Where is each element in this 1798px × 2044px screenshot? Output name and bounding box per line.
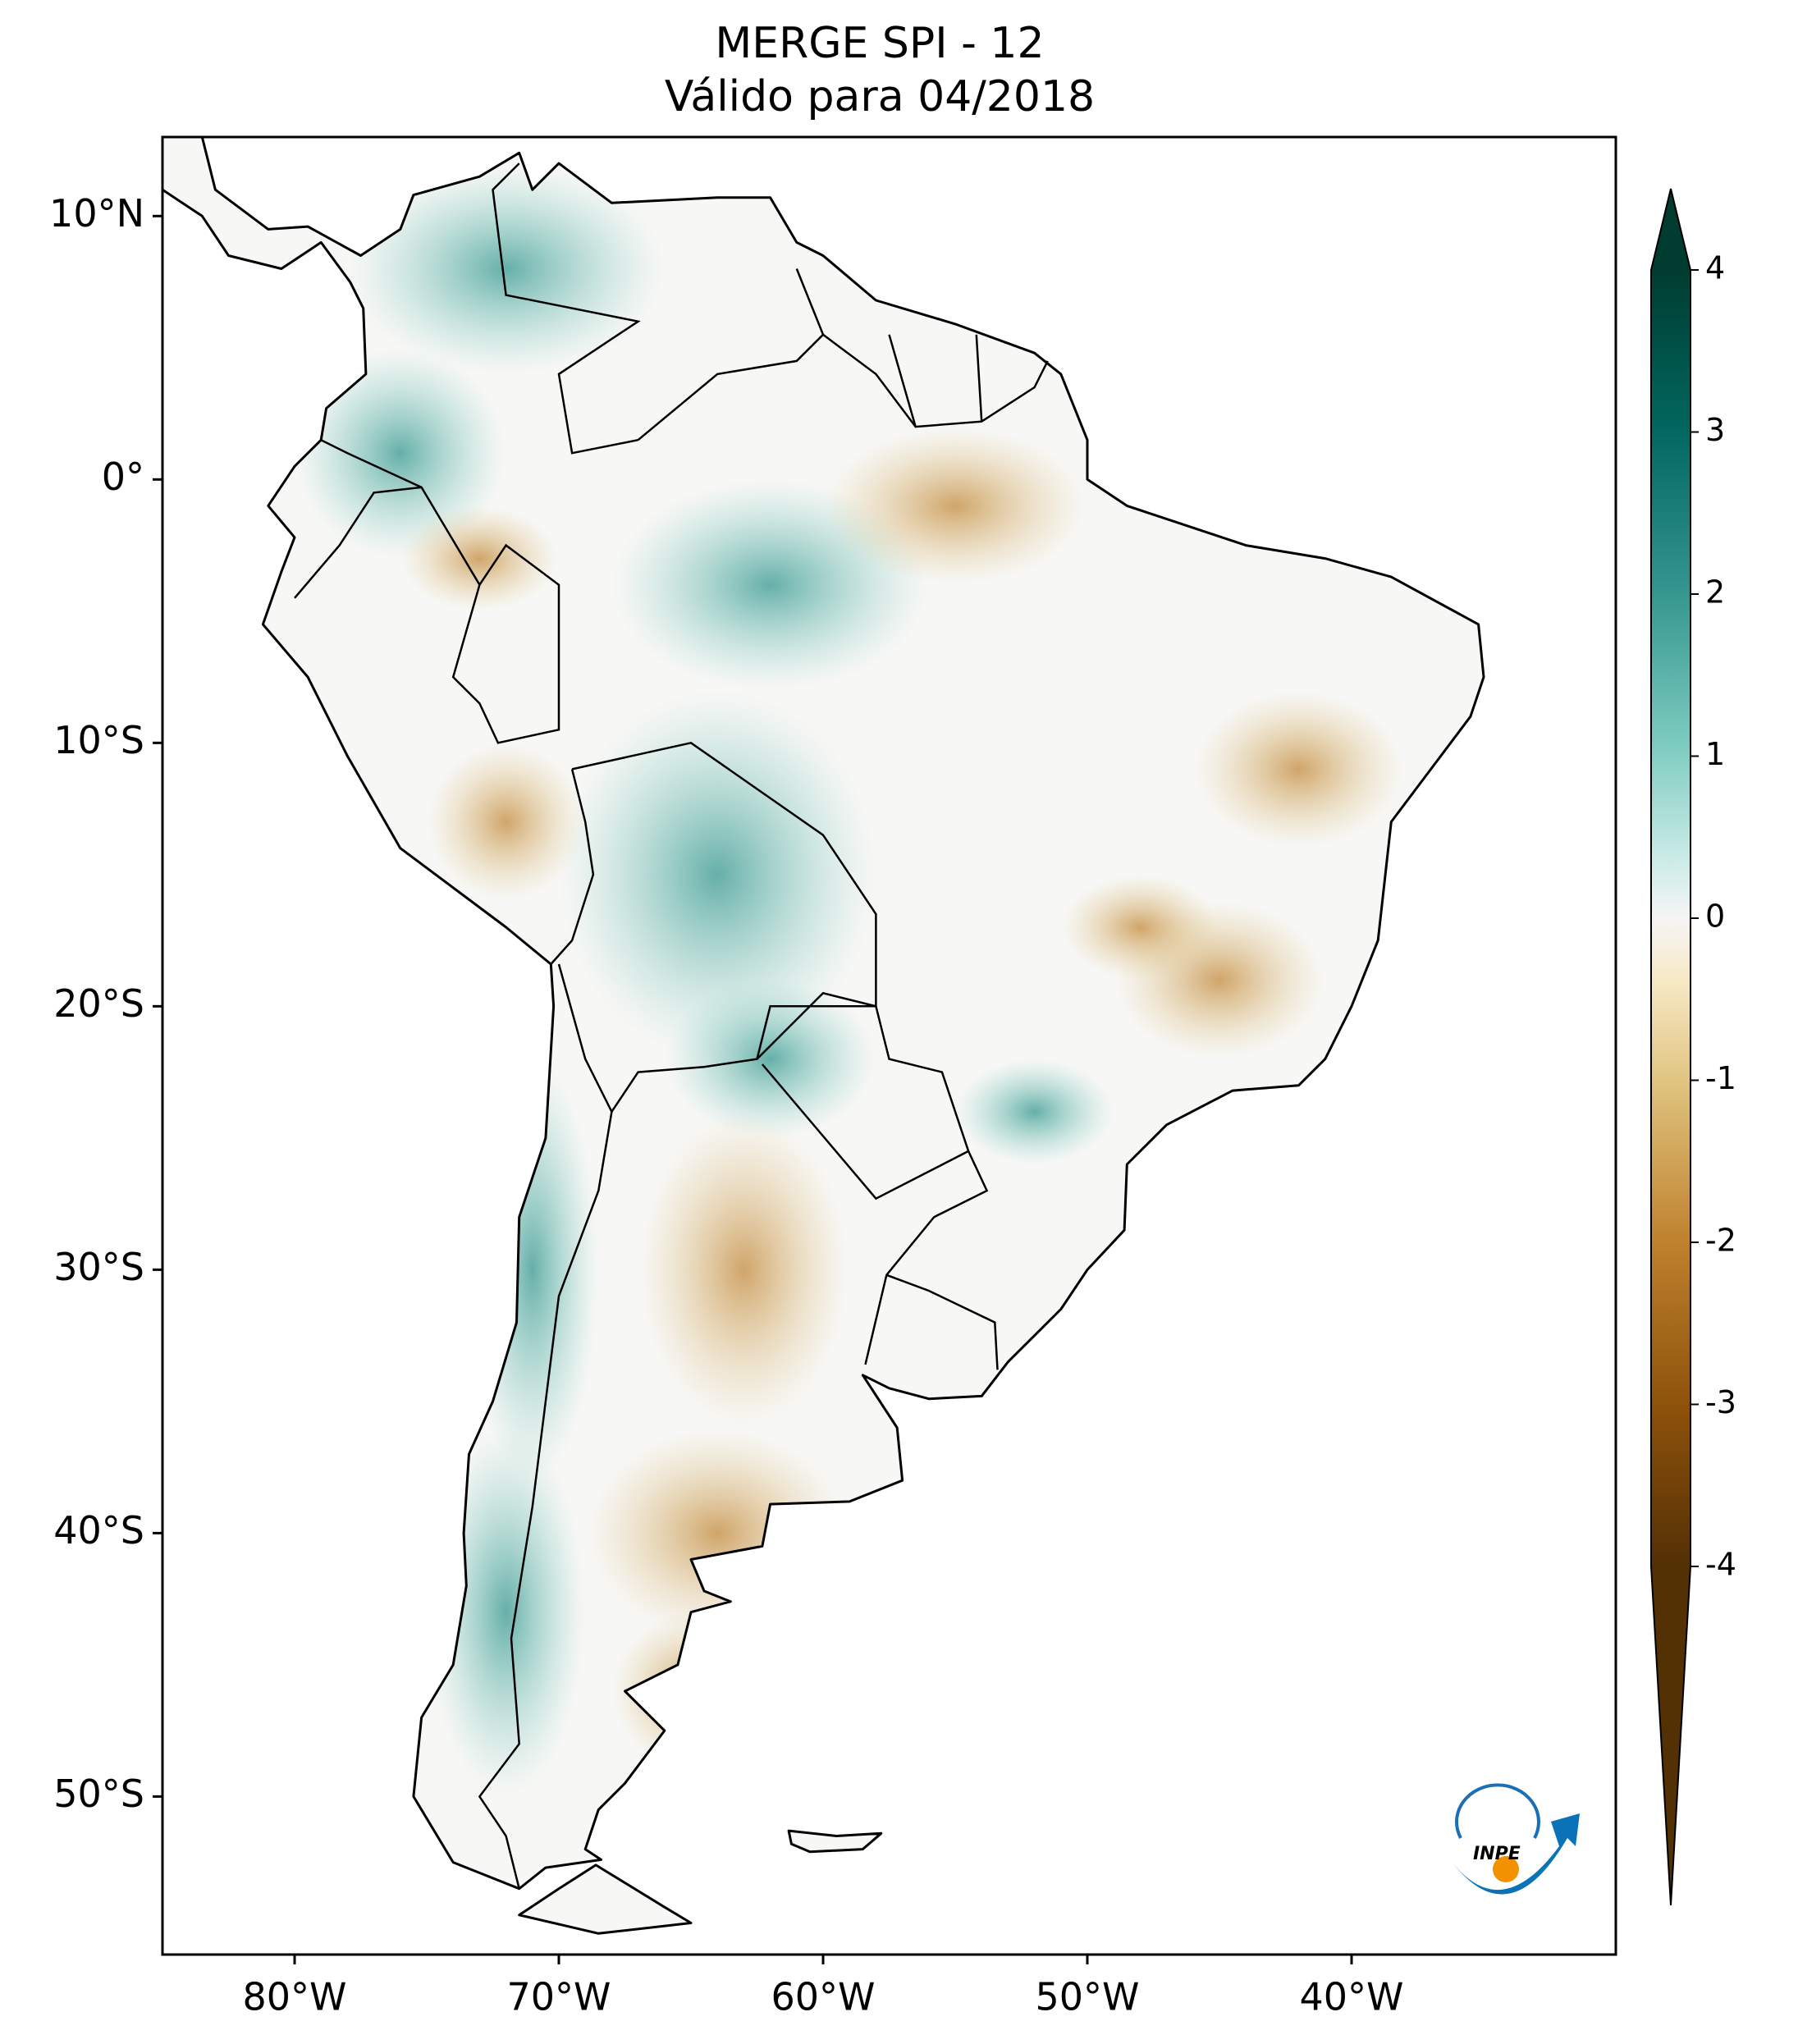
border (294, 486, 422, 599)
border (888, 334, 917, 428)
colorbar-tick-label: 1 (1705, 736, 1725, 772)
spi-anomaly (955, 1059, 1114, 1164)
logo: INPE (1453, 1783, 1580, 1895)
colorbar-extend-min (1651, 1566, 1690, 1905)
map-area (162, 137, 1485, 1935)
colorbar-tick-label: 3 (1705, 412, 1725, 448)
border (822, 333, 1049, 428)
border (571, 741, 877, 1113)
y-tick-label: 20°S (53, 981, 144, 1026)
spi-anomaly (400, 505, 559, 611)
title: MERGE SPI - 12 (715, 19, 1044, 68)
spi-anomaly (560, 690, 876, 1059)
colorbar-tick-label: 2 (1705, 574, 1725, 610)
x-tick-label: 70°W (506, 1975, 611, 2019)
border (320, 439, 481, 586)
x-tick-label: 80°W (242, 1975, 346, 2019)
y-tick-label: 40°S (53, 1508, 144, 1552)
spi-anomaly (665, 980, 876, 1138)
border (864, 1150, 989, 1365)
spi-anomaly (638, 1112, 849, 1428)
colorbar: 4 3 2 1 0 -1 -2 -3 -4 (1650, 188, 1736, 1906)
spi-anomaly (348, 163, 664, 374)
map-frame (161, 135, 1617, 1956)
colorbar-tick-label: -2 (1705, 1223, 1736, 1259)
colorbar-tick-label: -4 (1705, 1547, 1736, 1583)
colorbar-body (1651, 270, 1690, 1566)
subtitle: Válido para 04/2018 (665, 72, 1095, 121)
border (756, 991, 970, 1200)
x-tick-label: 40°W (1299, 1975, 1403, 2019)
border (885, 1273, 999, 1370)
border (975, 334, 983, 422)
colorbar-extend-max (1651, 189, 1690, 270)
spi-anomaly (427, 1428, 585, 1796)
border (451, 543, 560, 744)
spi-anomaly (612, 1612, 770, 1770)
logo-arrow (1453, 1813, 1580, 1895)
colorbar-tick-label: -3 (1705, 1384, 1736, 1420)
y-tick-label: 10°S (53, 718, 144, 762)
logo-text: INPE (1473, 1844, 1521, 1864)
spi-anomaly (586, 1428, 849, 1639)
border (478, 963, 613, 1890)
spi-anomaly (1061, 875, 1219, 981)
spi-anomaly (295, 348, 506, 559)
border (492, 162, 641, 455)
border (637, 268, 825, 441)
coastline (162, 137, 1485, 1935)
axes: 80°W 70°W 60°W 50°W 40°W 10°N 0° 10°S 20°S 30°S 40… (49, 191, 1403, 2019)
y-tick-label: 0° (102, 455, 144, 499)
border (550, 769, 595, 965)
y-tick-label: 50°S (53, 1772, 144, 1816)
colorbar-tick-label: 4 (1705, 250, 1725, 286)
x-tick-label: 50°W (1035, 1975, 1139, 2019)
logo-sun (1493, 1856, 1519, 1882)
colorbar-tick-label: 0 (1705, 899, 1725, 935)
spi-anomaly (824, 427, 1087, 585)
x-tick-label: 60°W (771, 1975, 875, 2019)
colorbar-tick-label: -1 (1705, 1060, 1736, 1096)
y-tick-label: 30°S (53, 1245, 144, 1289)
spi-anomaly (427, 743, 585, 901)
y-tick-label: 10°N (49, 191, 144, 235)
spi-anomaly (1193, 690, 1404, 848)
logo-orbit (1455, 1783, 1540, 1839)
